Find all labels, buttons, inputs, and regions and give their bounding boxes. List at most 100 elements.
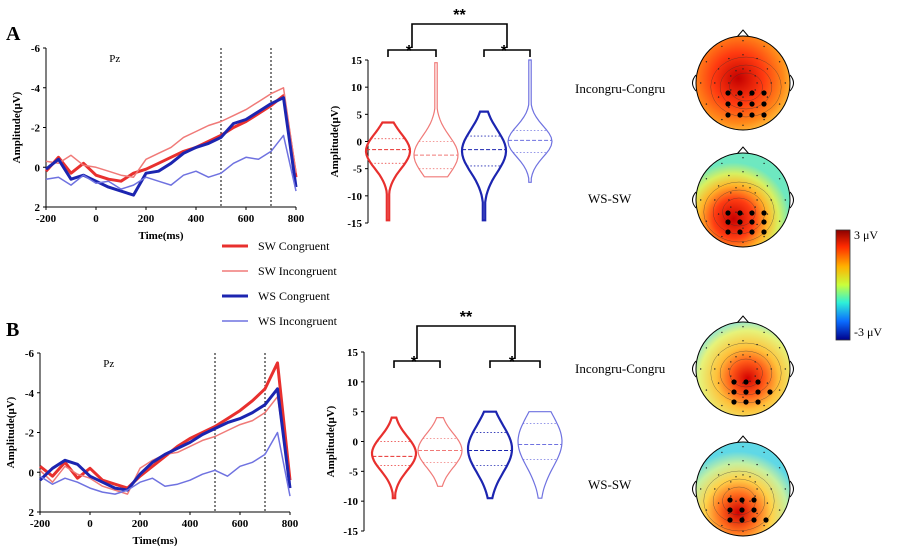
electrode-point — [754, 89, 756, 91]
violin-y-tick-label: 0 — [357, 137, 363, 149]
roi-electrode — [725, 90, 731, 96]
electrode-point — [700, 82, 702, 84]
electrode-point — [763, 451, 765, 454]
electrode-point — [730, 75, 732, 77]
roi-electrode — [761, 219, 767, 225]
electrode-point — [728, 106, 730, 109]
electrode-point — [728, 57, 730, 60]
electrode-point — [714, 488, 716, 490]
electrode-point — [778, 220, 781, 222]
topomap-head — [692, 315, 794, 417]
violin-y-axis-title: Amplitude(μV) — [325, 405, 337, 477]
roi-electrode — [739, 517, 745, 523]
electrode-point — [784, 488, 786, 490]
roi-electrode — [761, 229, 767, 235]
legend-label: WS Incongruent — [258, 314, 338, 328]
colorbar-max-label: 3 μV — [854, 228, 878, 242]
electrode-point — [756, 174, 758, 177]
sig-left-label: * — [411, 354, 418, 371]
head-nose — [736, 29, 750, 38]
roi-electrode — [749, 219, 755, 225]
roi-electrode — [755, 389, 761, 395]
electrode-point — [778, 467, 781, 469]
electrode-point — [756, 199, 758, 201]
roi-electrode — [751, 497, 757, 503]
erp-series-line — [45, 96, 298, 197]
sig-bracket-left — [387, 49, 437, 57]
erp-y-tick-label: -6 — [25, 348, 35, 360]
erp-plot-a: -6 -4 -2 0 2-200 0 200 400 600 800 Time(ms) Amplitu… — [11, 43, 305, 242]
violin-y-tick-label: -10 — [347, 191, 362, 203]
legend-label: WS Congruent — [258, 289, 330, 303]
roi-electrode — [761, 90, 767, 96]
erp-x-axis-title: Time(ms) — [138, 230, 183, 242]
electrode-point — [721, 162, 723, 165]
topomap-head — [692, 435, 794, 537]
electrode-point — [770, 368, 772, 370]
roi-electrode — [749, 90, 755, 96]
topomap-b-incongru-congru: Incongru-Congru — [575, 361, 666, 376]
erp-y-tick-label: 0 — [29, 467, 35, 479]
electrode-point — [717, 213, 720, 215]
violin-y-tick-label: -15 — [347, 218, 362, 230]
electrode-point — [721, 235, 723, 238]
electrode-point — [778, 347, 781, 349]
electrode-point — [754, 192, 756, 194]
electrode-point — [749, 70, 751, 72]
electrode-point — [742, 157, 744, 159]
roi-electrode — [727, 507, 733, 513]
head-ear-left — [692, 480, 697, 498]
electrode-point — [754, 481, 756, 483]
roi-electrode — [731, 399, 737, 405]
roi-electrode — [755, 379, 761, 385]
erp-series-line — [39, 361, 292, 490]
head-map-fill — [695, 441, 791, 537]
electrode-point — [742, 530, 744, 532]
electrode-point — [756, 463, 758, 466]
sig-bracket-right — [483, 49, 531, 57]
electrode-point — [742, 124, 744, 127]
electrode-point — [742, 68, 744, 70]
electrode-point — [766, 382, 769, 384]
electrode-point — [742, 382, 744, 384]
roi-electrode — [743, 399, 749, 405]
head-contour — [703, 470, 775, 532]
electrode-point — [766, 474, 769, 476]
electrode-point — [742, 326, 744, 328]
erp-x-tick-label: 600 — [238, 213, 255, 225]
electrode-point — [705, 61, 708, 63]
electrode-point — [735, 187, 737, 189]
electrode-point — [721, 524, 723, 527]
electrode-point — [749, 380, 751, 382]
electrode-point — [735, 211, 737, 213]
sig-bracket-outer — [416, 325, 516, 359]
roi-electrode — [751, 517, 757, 523]
roi-electrode — [731, 389, 737, 395]
electrode-point — [721, 451, 723, 454]
erp-x-tick-label: 0 — [87, 518, 93, 530]
violin-y-tick-label: 15 — [347, 347, 359, 359]
erp-y-tick-label: -6 — [31, 43, 41, 55]
electrode-point — [766, 502, 769, 504]
electrode-point — [728, 488, 730, 490]
electrode-point — [763, 118, 765, 121]
head-contour — [712, 478, 766, 524]
head-ear-right — [789, 191, 794, 209]
violin-y-tick-label: 0 — [353, 437, 359, 449]
electrode-point — [742, 396, 744, 398]
electrode-point — [742, 185, 744, 187]
legend: SW Congruent SW Incongruent WS Congruent WS… — [222, 239, 338, 328]
electrode-point — [735, 94, 737, 96]
electrode-point — [700, 199, 702, 201]
electrode-point — [705, 509, 708, 511]
electrode-point — [742, 171, 744, 173]
erp-x-tick-label: 800 — [282, 518, 299, 530]
roi-electrode — [749, 210, 755, 216]
electrode-point — [721, 331, 723, 334]
erp-x-tick-label: 400 — [182, 518, 199, 530]
electrode-point — [742, 241, 744, 243]
erp-series-line — [44, 94, 298, 183]
electrode-label: Pz — [103, 358, 114, 370]
electrode-point — [717, 68, 720, 70]
